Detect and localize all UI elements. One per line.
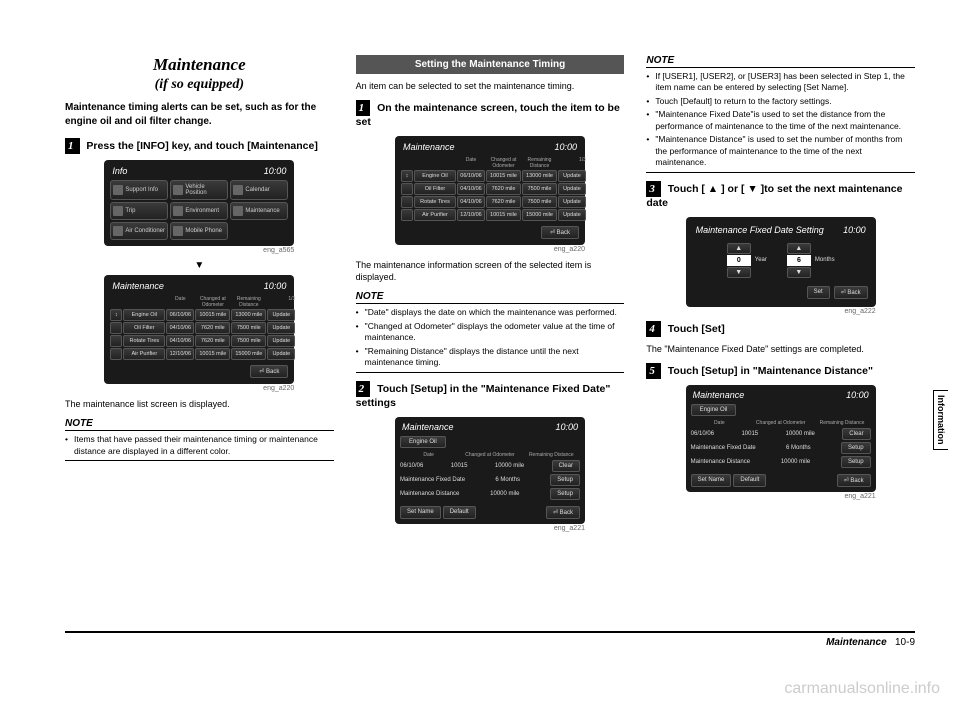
step-number-1: 1 [65, 138, 80, 154]
back-button: ⏎ Back [546, 506, 580, 519]
step-number-3: 3 [646, 181, 661, 197]
screen-title: Info [112, 166, 127, 176]
info-btn-env: Environment [170, 202, 228, 220]
maintenance-screen-2: Maintenance 10:00 Date Changed at Odomet… [395, 136, 585, 245]
info-btn-calendar: Calendar [230, 180, 288, 200]
body-text: The maintenance information screen of th… [356, 259, 625, 283]
step-1: 1 Press the [INFO] key, and touch [Maint… [65, 138, 334, 154]
step-3: 3 Touch [ ▲ ] or [ ▼ ]to set the next ma… [646, 181, 915, 211]
page-footer: Maintenance 10-9 [65, 631, 915, 648]
note-item: "Maintenance Fixed Date"is used to set t… [646, 109, 915, 132]
ac-icon [113, 226, 123, 236]
note-item: "Changed at Odometer" displays the odome… [356, 321, 625, 344]
section-heading: Setting the Maintenance Timing [356, 55, 625, 74]
body-text: An item can be selected to set the maint… [356, 80, 625, 92]
note-item: "Remaining Distance" displays the distan… [356, 346, 625, 369]
year-value: 0 [727, 255, 751, 266]
table-row: Oil Filter 04/10/06 7620 mile 7500 mile … [110, 322, 288, 334]
note-item: Touch [Default] to return to the factory… [646, 96, 915, 107]
info-btn-vehicle: Vehicle Position [170, 180, 228, 200]
item-tag: Engine Oil [400, 436, 446, 448]
clear-button: Clear [552, 460, 580, 472]
table-row: ↕ Engine Oil 06/10/06 10015 mile 13000 m… [110, 309, 288, 321]
maintenance-screen: Maintenance 10:00 Date Changed at Odomet… [104, 275, 294, 384]
env-icon [173, 206, 183, 216]
step-number-2: 2 [356, 381, 371, 397]
watermark: carmanualsonline.info [784, 680, 940, 698]
setup-button: Setup [550, 474, 580, 486]
column-3: NOTE If [USER1], [USER2], or [USER3] has… [646, 55, 915, 538]
column-1: Maintenance (if so equipped) Maintenance… [65, 55, 334, 538]
set-button: Set [807, 286, 830, 299]
page-title: Maintenance [65, 55, 334, 75]
body-text: The "Maintenance Fixed Date" settings ar… [646, 343, 915, 355]
table-row: Air Purifier 12/10/06 10015 mile 15000 m… [110, 348, 288, 360]
step-5: 5 Touch [Setup] in "Maintenance Distance… [646, 363, 915, 379]
info-btn-trip: Trip [110, 202, 168, 220]
manual-page: Maintenance (if so equipped) Maintenance… [0, 0, 960, 558]
caption: eng_a220 [104, 385, 294, 392]
info-screen: Info 10:00 Support Info Vehicle Position… [104, 160, 294, 246]
step-number-5: 5 [646, 363, 661, 379]
caption: eng_a565 [104, 247, 294, 254]
down-arrow-icon: ▼ [787, 267, 811, 278]
page-subtitle: (if so equipped) [65, 77, 334, 93]
step-1: 1 On the maintenance screen, touch the i… [356, 100, 625, 130]
up-arrow-icon: ▲ [727, 243, 751, 254]
page-number: 10-9 [895, 637, 915, 648]
setname-button: Set Name [400, 506, 441, 519]
back-button: ⏎ Back [834, 286, 868, 299]
column-2: Setting the Maintenance Timing An item c… [356, 55, 625, 538]
down-arrow-icon: ▼ [65, 260, 334, 271]
vehicle-icon [173, 185, 183, 195]
info-btn-phone: Mobile Phone [170, 222, 228, 240]
month-value: 6 [787, 255, 811, 266]
info-btn-support: Support Info [110, 180, 168, 200]
up-arrow-icon: ▲ [787, 243, 811, 254]
setup-screen: Maintenance 10:00 Engine Oil Date Change… [395, 417, 585, 524]
note-heading: NOTE [65, 418, 334, 431]
support-icon [113, 185, 123, 195]
note-heading: NOTE [356, 291, 625, 304]
intro-text: Maintenance timing alerts can be set, su… [65, 101, 334, 128]
note-heading: NOTE [646, 55, 915, 68]
note-item: "Maintenance Distance" is used to set th… [646, 134, 915, 168]
step-number-1: 1 [356, 100, 371, 116]
trip-icon [113, 206, 123, 216]
back-button: ⏎ Back [250, 365, 288, 378]
side-tab: Information [933, 390, 948, 450]
note-item: If [USER1], [USER2], or [USER3] has been… [646, 71, 915, 94]
step-number-4: 4 [646, 321, 661, 337]
step-4: 4 Touch [Set] [646, 321, 915, 337]
screen-time: 10:00 [264, 166, 287, 176]
info-btn-ac: Air Conditioner [110, 222, 168, 240]
body-text: The maintenance list screen is displayed… [65, 398, 334, 410]
setup-screen-2: Maintenance 10:00 Engine Oil Date Change… [686, 385, 876, 492]
info-btn-maint: Maintenance [230, 202, 288, 220]
note-item: Items that have passed their maintenance… [65, 434, 334, 457]
footer-title: Maintenance [826, 637, 887, 648]
note-item: "Date" displays the date on which the ma… [356, 307, 625, 318]
down-arrow-icon: ▼ [727, 267, 751, 278]
table-row: Rotate Tires 04/10/06 7620 mile 7500 mil… [110, 335, 288, 347]
setup-button: Setup [550, 488, 580, 500]
step-2: 2 Touch [Setup] in the "Maintenance Fixe… [356, 381, 625, 411]
default-button: Default [443, 506, 476, 519]
date-setting-screen: Maintenance Fixed Date Setting 10:00 ▲ 0… [686, 217, 876, 307]
phone-icon [173, 226, 183, 236]
calendar-icon [233, 185, 243, 195]
maint-icon [233, 206, 243, 216]
